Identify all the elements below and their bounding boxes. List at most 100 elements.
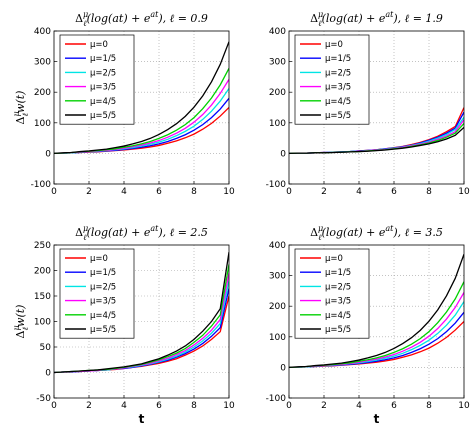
x-tick-label: 2	[86, 187, 92, 197]
x-axis-label: t	[139, 412, 145, 426]
legend-entry: μ=2/5	[325, 282, 351, 292]
y-tick-label: -50	[36, 394, 51, 404]
x-tick-label: 8	[191, 401, 197, 411]
legend-entry: μ=4/5	[90, 311, 116, 321]
x-tick-label: 10	[223, 401, 235, 411]
x-tick-label: 8	[191, 187, 197, 197]
chart-panel-3: 0 2 4 6 8 10-50050100150200250μ=0μ=1/5μ=2/5μ=…	[12, 224, 235, 426]
ylabel-subscript: ℓ	[21, 326, 30, 330]
chart-title: Δμ ℓ(log(at) + eat), ℓ = 1.9	[310, 10, 443, 28]
title-subscript: ℓ	[318, 233, 322, 242]
x-tick-label: 4	[121, 401, 127, 411]
y-tick-label: -100	[266, 394, 287, 404]
legend-entry: μ=5/5	[90, 111, 116, 121]
legend-entry: μ=5/5	[90, 325, 116, 335]
legend-entry: μ=0	[90, 40, 108, 50]
y-tick-label: 100	[34, 119, 51, 129]
y-tick-label: 200	[269, 88, 286, 98]
legend-box	[59, 34, 135, 125]
legend-entry: μ=0	[325, 254, 343, 264]
ylabel-superscript: μ	[12, 325, 21, 330]
x-tick-label: 0	[286, 401, 292, 411]
y-tick-label: 0	[280, 149, 286, 159]
x-tick-label: 10	[458, 401, 470, 411]
title-superscript: μ	[83, 224, 88, 233]
title-superscript: μ	[83, 10, 88, 19]
y-tick-label: 100	[269, 333, 286, 343]
series-group	[289, 253, 464, 369]
title-operator: Δ	[310, 226, 318, 239]
x-tick-label: 2	[86, 401, 92, 411]
title-tail: ), ℓ = 3.5	[392, 226, 443, 239]
title-body: (log(at) + e	[87, 12, 151, 25]
title-exponent: at	[385, 10, 394, 19]
y-axis-label: Δμℓw(t)	[12, 305, 30, 339]
title-body: (log(at) + e	[87, 226, 151, 239]
y-tick-label: -100	[266, 180, 287, 190]
ylabel-subscript: ℓ	[21, 112, 30, 116]
series-group	[54, 41, 229, 155]
x-axis-label: t	[374, 412, 380, 426]
series-group	[54, 252, 229, 374]
x-tick-label: 8	[426, 187, 432, 197]
title-subscript: ℓ	[83, 19, 87, 28]
series-line-6	[54, 41, 229, 155]
x-tick-label: 4	[356, 187, 362, 197]
y-tick-label: 250	[34, 241, 51, 251]
legend-box	[59, 248, 135, 339]
ylabel-body: w(t)	[14, 305, 27, 327]
title-superscript: μ	[318, 10, 323, 19]
x-tick-label: 10	[223, 187, 235, 197]
ylabel-operator: Δ	[14, 330, 27, 338]
x-tick-label: 10	[458, 187, 470, 197]
legend-entry: μ=4/5	[325, 97, 351, 107]
x-tick-label: 6	[156, 187, 162, 197]
title-exponent: at	[385, 224, 394, 233]
title-tail: ), ℓ = 1.9	[392, 12, 443, 25]
y-tick-label: 0	[45, 369, 51, 379]
legend-box	[294, 34, 370, 125]
chart-title: Δμ ℓ(log(at) + eat), ℓ = 3.5	[310, 224, 443, 242]
x-tick-label: 0	[51, 401, 57, 411]
chart-panel-4: 0 2 4 6 8 10-1000100200300400μ=0μ=1/5μ=2/5μ=3…	[266, 224, 470, 426]
series-line-6	[289, 253, 464, 369]
y-tick-label: 100	[34, 318, 51, 328]
chart-title: Δμ ℓ(log(at) + eat), ℓ = 0.9	[75, 10, 208, 28]
y-tick-label: 300	[269, 58, 286, 68]
x-tick-label: 0	[286, 187, 292, 197]
title-operator: Δ	[310, 12, 318, 25]
y-tick-label: 400	[34, 27, 51, 37]
legend-entry: μ=2/5	[90, 68, 116, 78]
chart-panel-1: 0 2 4 6 8 10-1000100200300400μ=0μ=1/5μ=2/5μ=3…	[12, 10, 235, 197]
legend-entry: μ=0	[90, 254, 108, 264]
y-tick-label: 0	[280, 363, 286, 373]
title-tail: ), ℓ = 0.9	[157, 12, 208, 25]
legend-entry: μ=1/5	[325, 268, 351, 278]
title-operator: Δ	[75, 12, 83, 25]
y-tick-label: 100	[269, 119, 286, 129]
series-line-6	[54, 252, 229, 374]
legend-entry: μ=0	[325, 40, 343, 50]
legend-entry: μ=4/5	[325, 311, 351, 321]
plot-frame	[53, 244, 230, 399]
x-tick-label: 2	[321, 401, 327, 411]
series-group	[289, 107, 464, 155]
x-tick-label: 4	[121, 187, 127, 197]
legend-entry: μ=5/5	[325, 111, 351, 121]
title-operator: Δ	[75, 226, 83, 239]
title-exponent: at	[150, 10, 159, 19]
y-tick-label: 300	[34, 58, 51, 68]
ylabel-operator: Δ	[14, 116, 27, 124]
x-tick-label: 6	[391, 187, 397, 197]
y-tick-label: 150	[34, 292, 51, 302]
chart-title: Δμ ℓ(log(at) + eat), ℓ = 2.5	[75, 224, 208, 242]
legend-entry: μ=3/5	[90, 297, 116, 307]
y-tick-label: -100	[31, 180, 52, 190]
y-tick-label: 400	[269, 27, 286, 37]
legend-box	[294, 248, 370, 339]
y-tick-label: 200	[34, 88, 51, 98]
x-tick-label: 2	[321, 187, 327, 197]
title-subscript: ℓ	[318, 19, 322, 28]
legend-entry: μ=2/5	[90, 282, 116, 292]
